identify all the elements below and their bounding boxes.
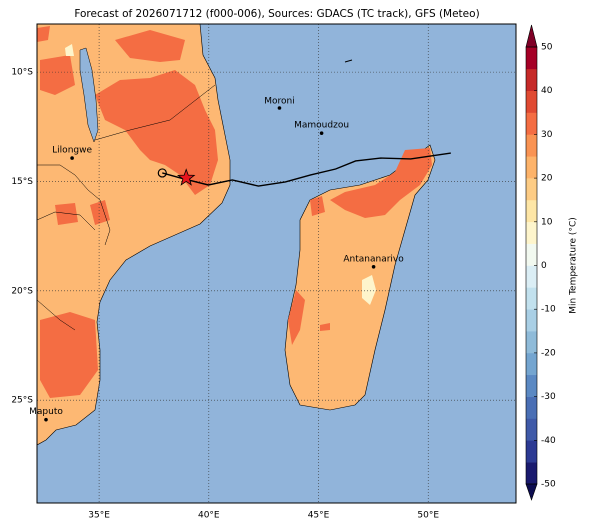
city-label: Moroni [264,96,295,106]
madagascar-warm-patches [288,148,432,345]
colorbar-bin [526,309,537,332]
city-label: Mamoudzou [294,121,349,131]
city-marker [371,264,376,269]
city-marker [319,131,324,135]
colorbar-bin [526,68,537,91]
warm-patches [37,26,218,398]
city-marker [44,417,48,422]
grid [37,24,516,503]
colorbar-tick-label: 50 [541,43,553,53]
colorbar-label: Min Temperature (°C) [569,217,579,314]
colorbar-tick-label: -10 [541,305,556,315]
x-tick-label: 40°E [198,511,220,521]
storm-track [162,152,451,187]
lake-malawi [79,47,99,143]
colorbar-bin [526,331,537,354]
x-tick-label: 35°E [88,511,110,521]
y-tick-label: 10°S [11,68,33,78]
colorbar-tick-label: 0 [541,261,547,271]
y-tick-label: 25°S [11,396,33,406]
cool-patch [65,44,74,56]
colorbar-bin [526,265,537,288]
colorbar-bin [526,112,537,135]
x-tick-label: 50°E [417,511,439,521]
map-frame [36,23,517,504]
colorbar-bin [526,440,537,463]
colorbar-bin [526,287,537,310]
colorbar-bin [526,178,537,201]
colorbar-bin [526,199,537,223]
colorbar-bin [526,156,537,179]
colorbar-extend-bottom [525,483,538,501]
colorbar-tick-label: -30 [541,392,556,402]
cool-patch [362,275,376,305]
y-tick-label: 20°S [11,286,33,296]
colorbar-bin [526,352,537,376]
borders [37,84,216,331]
city-label: Antananarivo [343,254,404,264]
city-label: Lilongwe [52,146,92,156]
colorbar-tick-label: 10 [541,217,553,227]
colorbar-bin [526,134,537,157]
x-tick-label: 45°E [308,511,330,521]
colorbar-extend-top [525,24,538,48]
colorbar-bin [526,90,537,113]
map-area [37,24,516,503]
map-title: Forecast of 2026071712 (f000-006), Sourc… [74,8,479,20]
y-tick-label: 15°S [11,177,33,187]
storm-position [177,168,196,186]
colorbar-bin [526,221,537,244]
track-start [157,168,167,178]
colorbar-tick-label: 30 [541,130,553,140]
colorbar-tick-label: -50 [541,480,556,490]
city-marker [70,156,74,160]
colorbar-bin [526,374,537,397]
colorbar-bin [526,47,537,70]
colorbar-tick-label: -20 [541,348,556,358]
city-marker [277,106,282,110]
colorbar-tick-label: 20 [541,174,553,184]
colorbar-bin [526,418,537,441]
colorbar-tick-label: 40 [541,86,553,96]
colorbar-bin [526,462,537,485]
island [344,59,353,63]
colorbar-tick-label: -40 [541,436,556,446]
colorbar-bin [526,243,537,266]
city-label: Maputo [29,407,63,417]
colorbar-bin [526,396,537,419]
